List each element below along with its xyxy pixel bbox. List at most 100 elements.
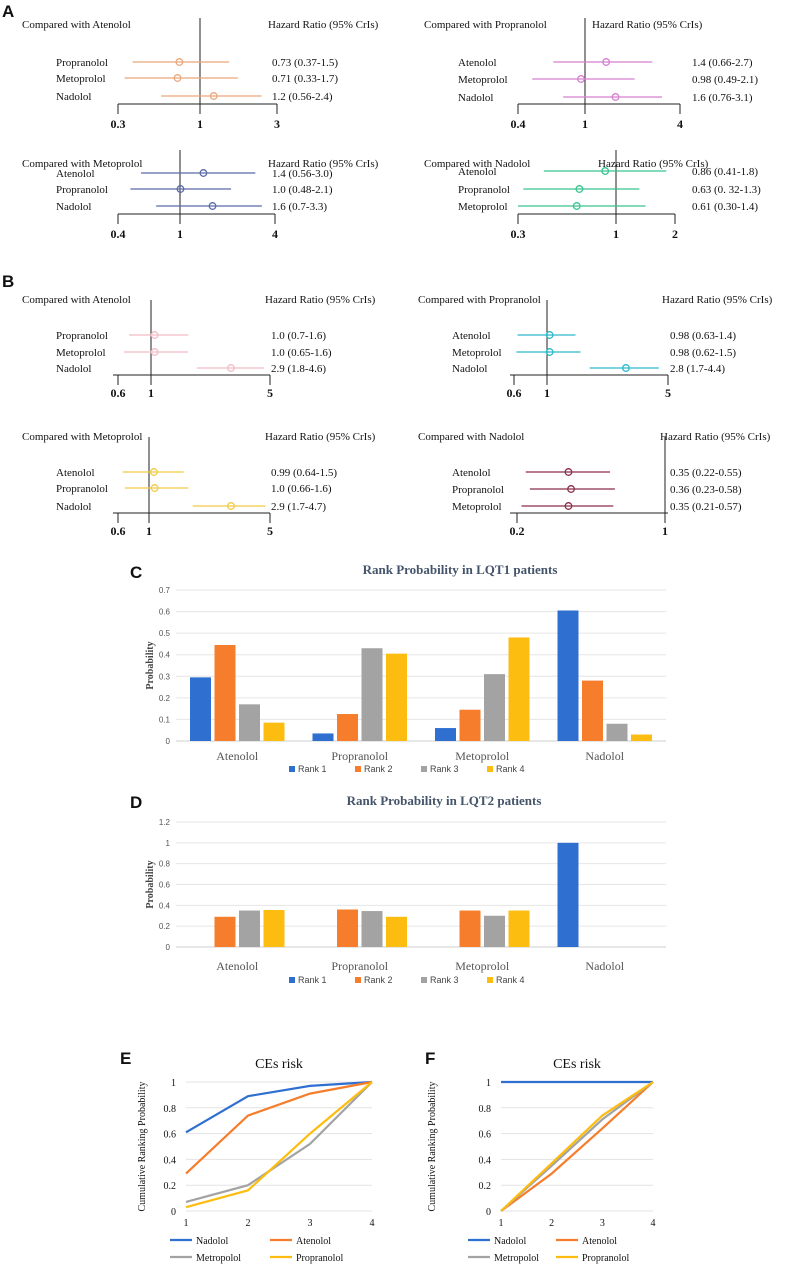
forest-row-value: 1.0 (0.65-1.6) xyxy=(271,347,332,359)
forest-row-value: 0.36 (0.23-0.58) xyxy=(670,484,742,496)
forest-point-estimate xyxy=(545,348,554,356)
forest-row-value: 2.9 (1.8-4.6) xyxy=(271,363,326,375)
y-tick-label: 1 xyxy=(171,1078,176,1089)
y-tick-label: 0 xyxy=(166,943,171,952)
forest-tick-label: 0.3 xyxy=(511,227,526,241)
category-label: Metoprolol xyxy=(455,749,510,763)
y-tick-label: 0.4 xyxy=(164,1155,177,1166)
forest-row-label: Propranolol xyxy=(56,483,108,495)
category-label: Metoprolol xyxy=(455,959,510,973)
forest-tick-label: 5 xyxy=(665,386,671,400)
x-tick-label: 4 xyxy=(370,1218,375,1229)
forest-header: Hazard Ratio (95% CrIs) xyxy=(268,19,379,31)
forest-tick-label: 0.4 xyxy=(111,227,126,241)
forest-row-value: 1.6 (0.7-3.3) xyxy=(272,201,327,213)
bar xyxy=(214,645,236,741)
forest-point-estimate xyxy=(176,185,185,193)
forest-row-label: Propranolol xyxy=(56,330,108,342)
y-tick-label: 0.4 xyxy=(479,1155,492,1166)
forest-row-value: 0.71 (0.33-1.7) xyxy=(272,73,338,85)
panel-label-c: C xyxy=(130,563,142,582)
legend-label: Nadolol xyxy=(196,1236,228,1247)
forest-point-estimate xyxy=(545,331,554,339)
y-tick-label: 0.8 xyxy=(164,1104,177,1115)
forest-row-label: Atenolol xyxy=(458,166,497,178)
forest-tick-label: 0.6 xyxy=(507,386,522,400)
legend-label: Rank 4 xyxy=(496,975,525,985)
forest-tick-label: 3 xyxy=(274,117,280,131)
forest-row-label: Nadolol xyxy=(56,501,91,513)
forest-row-value: 0.73 (0.37-1.5) xyxy=(272,57,338,69)
forest-tick-label: 5 xyxy=(267,524,273,538)
forest-tick-label: 1 xyxy=(544,386,550,400)
series-line xyxy=(185,1081,373,1204)
y-tick-label: 0.3 xyxy=(159,672,171,681)
forest-tick-label: 1 xyxy=(148,386,154,400)
forest-title: Compared with Atenolol xyxy=(22,19,131,31)
panel-label-d: D xyxy=(130,793,142,812)
legend-swatch xyxy=(355,977,361,983)
legend-label: Rank 4 xyxy=(496,764,525,774)
legend-label: Nadolol xyxy=(494,1236,526,1247)
forest-row-label: Atenolol xyxy=(56,467,95,479)
forest-row-value: 1.0 (0.48-2.1) xyxy=(272,184,333,196)
forest-row-label: Metoprolol xyxy=(458,74,508,86)
panel-label-a: A xyxy=(2,2,14,21)
bar xyxy=(239,704,260,741)
forest-header: Hazard Ratio (95% CrIs) xyxy=(265,431,376,443)
y-tick-label: 0.6 xyxy=(159,608,171,617)
legend-label: Rank 1 xyxy=(298,764,327,774)
legend-label: Propranolol xyxy=(296,1253,343,1264)
forest-point-estimate xyxy=(173,74,182,82)
bar xyxy=(435,728,456,741)
bar xyxy=(508,637,530,741)
forest-tick-label: 1 xyxy=(582,117,588,131)
forest-row-label: Metoprolol xyxy=(452,347,502,359)
forest-tick-label: 0.6 xyxy=(111,386,126,400)
forest-point-estimate xyxy=(150,484,159,492)
series-line xyxy=(500,1081,654,1212)
forest-row-value: 1.0 (0.7-1.6) xyxy=(271,330,326,342)
y-tick-label: 0.6 xyxy=(159,881,171,890)
forest-row-label: Atenolol xyxy=(458,57,497,69)
forest-tick-label: 1 xyxy=(662,524,668,538)
forest-row-label: Nadolol xyxy=(56,363,91,375)
x-tick-label: 1 xyxy=(499,1218,504,1229)
legend-swatch xyxy=(289,977,295,983)
x-tick-label: 3 xyxy=(308,1218,313,1229)
y-tick-label: 0.4 xyxy=(159,651,171,660)
forest-row-label: Nadolol xyxy=(56,201,91,213)
forest-row-value: 0.98 (0.62-1.5) xyxy=(670,347,736,359)
legend-swatch xyxy=(289,766,295,772)
forest-title: Compared with Atenolol xyxy=(22,294,131,306)
bar xyxy=(386,653,407,741)
legend-label: Rank 3 xyxy=(430,975,459,985)
forest-point-estimate xyxy=(572,202,581,210)
forest-tick-label: 0.4 xyxy=(511,117,526,131)
legend-label: Rank 2 xyxy=(364,975,393,985)
chart-title: Rank Probability in LQT2 patients xyxy=(347,793,542,808)
forest-point-estimate xyxy=(208,202,217,210)
forest-tick-label: 1 xyxy=(177,227,183,241)
series-line xyxy=(185,1080,373,1175)
bar xyxy=(606,723,628,741)
legend-label: Rank 3 xyxy=(430,764,459,774)
legend-swatch xyxy=(355,766,361,772)
x-tick-label: 4 xyxy=(651,1218,656,1229)
series-line xyxy=(185,1080,373,1134)
forest-title: Compared with Metoprolol xyxy=(22,158,142,170)
y-tick-label: 1 xyxy=(166,839,171,848)
category-label: Nadolol xyxy=(585,749,624,763)
y-tick-label: 0 xyxy=(171,1207,176,1218)
y-tick-label: 0.1 xyxy=(159,715,171,724)
forest-tick-label: 0.6 xyxy=(111,524,126,538)
forest-row-label: Nadolol xyxy=(452,363,487,375)
category-label: Propranolol xyxy=(331,959,388,973)
forest-title: Compared with Nadolol xyxy=(418,431,524,443)
y-axis-label: Probability xyxy=(145,641,156,689)
forest-header: Hazard Ratio (95% CrIs) xyxy=(598,158,709,170)
forest-plot: Compared with Metoprolol Hazard Ratio (95… xyxy=(22,431,376,538)
x-tick-label: 3 xyxy=(600,1218,605,1229)
y-axis-label: Cumulative Ranking Probability xyxy=(427,1082,438,1212)
forest-row-label: Nadolol xyxy=(458,92,493,104)
